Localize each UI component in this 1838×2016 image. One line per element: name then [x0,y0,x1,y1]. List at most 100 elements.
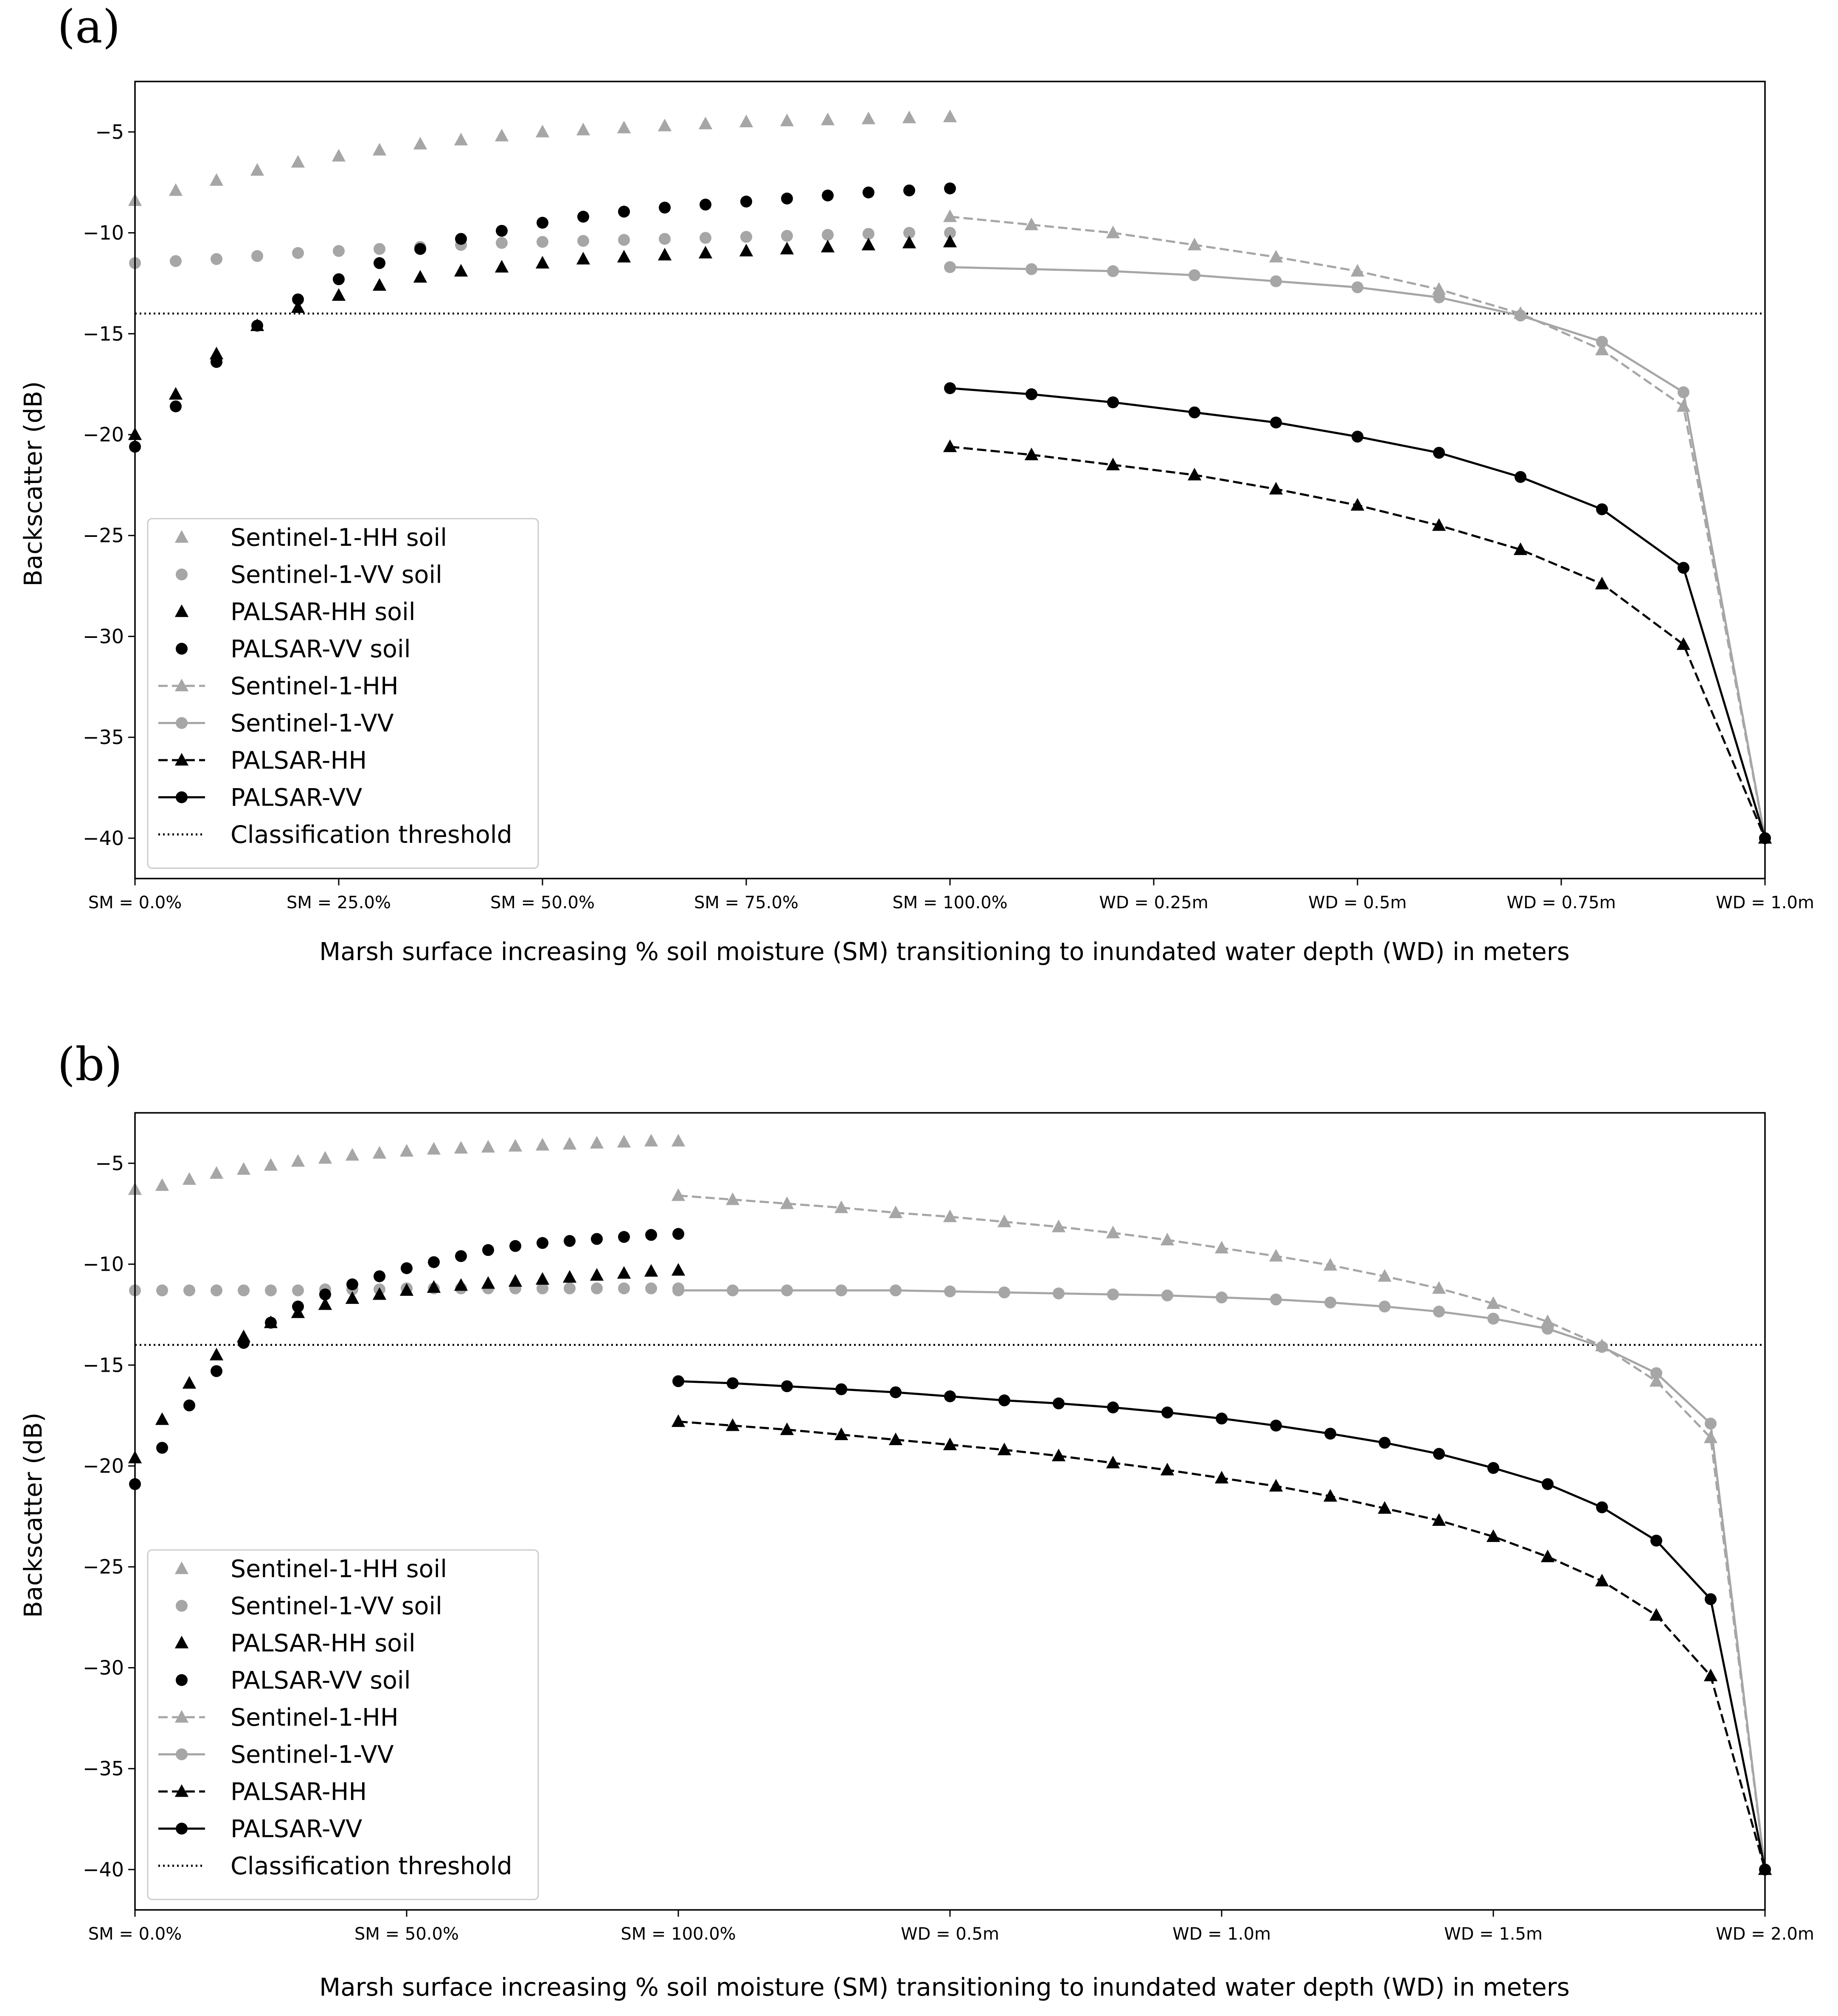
panel-b-point-s1hh [1214,1241,1229,1254]
panel-a-point-s1vv [1107,265,1119,277]
panel-b-legend-swatch-marker [176,1748,188,1760]
panel-b-point-s1vv [1596,1341,1608,1353]
panel-b-legend-label: Classification threshold [230,1852,512,1880]
panel-a-point-s1vv_soil [496,237,508,249]
panel-a-series-pvv [944,382,1771,844]
panel-a-point-s1vv [1515,309,1526,322]
panel-a-marks [128,110,1772,844]
panel-a-point-s1hh_soil [291,155,305,168]
panel-a-point-pvv [1433,446,1445,459]
panel-b-point-pvv [672,1375,684,1387]
panel-b-point-s1hh_soil [427,1142,441,1155]
panel-b-point-pvv [1324,1427,1336,1440]
panel-b-legend-swatch-marker [174,1710,189,1723]
panel-a-point-s1hh_soil [902,110,916,124]
panel-b-point-s1vv [944,1285,956,1297]
panel-a-point-pvv [1352,430,1363,443]
panel-b-point-pvv [1216,1412,1228,1425]
panel-b-point-pvv_soil [537,1237,548,1249]
panel-a-point-pvv_soil [496,225,508,237]
panel-a-x-tick-label: SM = 0.0% [88,893,182,913]
panel-a-point-s1vv_soil [863,227,874,240]
panel-b-point-pvv [1161,1407,1173,1419]
panel-a-point-phh [1024,447,1039,460]
panel-b-point-phh [1432,1513,1446,1526]
panel-a-y-tick-label: −25 [83,524,124,547]
panel-b-point-phh_soil [617,1266,631,1279]
panel-a-point-s1hh_soil [698,116,713,129]
panel-b-point-phh_soil [399,1283,414,1296]
panel-a-point-pvv [1270,416,1282,429]
panel-b-point-phh [1214,1471,1229,1484]
panel-a-x-tick-label: SM = 100.0% [892,893,1007,913]
panel-b-legend-label: PALSAR-HH soil [230,1629,416,1657]
panel-a-point-pvv_soil [618,205,630,218]
panel-b-legend-label: Sentinel-1-HH [230,1704,399,1732]
panel-b-point-s1hh [1486,1296,1501,1309]
panel-a-point-phh [1595,576,1609,590]
panel-a-x-tick-label: SM = 25.0% [287,893,391,913]
panel-b-point-phh [1160,1463,1175,1476]
panel-a-legend-swatch-marker [174,753,189,766]
panel-a-point-pvv_soil [659,202,671,214]
panel-a-x-tick-label: WD = 0.5m [1308,893,1407,913]
panel-b-point-s1vv [835,1284,847,1297]
panel-b-legend-item-phh: PALSAR-HH [158,1778,367,1806]
panel-a-point-phh_soil [454,264,468,277]
panel-a-point-s1hh_soil [943,110,957,122]
panel-b-x-tick-label: SM = 0.0% [88,1924,182,1944]
panel-b-legend-label: Sentinel-1-HH soil [230,1555,447,1583]
panel-a-point-s1hh_soil [617,121,631,134]
panel-a-x-tick-label: WD = 0.25m [1099,893,1208,913]
panel-a-point-phh_soil [943,234,957,247]
panel-a-point-s1vv_soil [659,233,671,245]
panel-b-legend-item-s1hh: Sentinel-1-HH [158,1704,399,1732]
panel-a-legend-item-s1hh: Sentinel-1-HH [158,672,399,700]
panel-b-point-s1hh_soil [508,1139,523,1152]
panel-b-point-s1hh [1703,1430,1718,1443]
panel-a-point-pvv_soil [944,182,956,194]
panel-b-point-s1hh [1106,1225,1120,1238]
panel-b-point-s1hh_soil [535,1138,550,1151]
panel-a-legend-swatch-marker [176,568,188,581]
panel-a-point-s1hh_soil [372,143,387,156]
panel-b-legend-swatch-marker [176,1674,188,1686]
panel-b-point-pvv_soil [428,1256,440,1268]
panel-b-legend-swatch-marker [174,1784,189,1797]
panel-b-point-s1hh_soil [454,1141,468,1154]
panel-a-point-s1vv [1352,281,1363,293]
panel-b-x-tick-label: SM = 50.0% [354,1924,459,1944]
panel-b-point-s1hh_soil [372,1146,387,1159]
panel-a-point-s1vv [1678,386,1689,399]
panel-a-point-s1vv_soil [781,230,793,242]
panel-a-point-phh_soil [209,346,224,359]
panel-b-point-s1hh [1432,1281,1446,1294]
panel-b-y-tick-label: −35 [83,1757,124,1780]
panel-b-point-s1hh_soil [562,1137,577,1150]
panel-b-point-phh [1649,1608,1664,1621]
panel-b-point-s1hh [1377,1269,1392,1282]
panel-b-y-tick-label: −5 [95,1152,124,1175]
panel-a-point-pvv [944,382,956,394]
panel-a-point-phh_soil [576,252,590,265]
panel-b-point-s1vv [1487,1312,1499,1325]
panel-b-point-s1hh_soil [209,1166,224,1179]
panel-a-point-pvv_soil [863,186,874,199]
panel-b-label: (b) [57,1038,122,1091]
panel-a-point-s1vv [1433,291,1445,303]
panel-a-point-s1hh_soil [495,129,509,142]
panel-b-point-phh [1540,1549,1555,1562]
panel-a-point-phh_soil [495,260,509,273]
panel-b-point-phh_soil [508,1274,523,1287]
panel-a-point-s1vv [1596,336,1608,348]
panel-b-point-pvv_soil [211,1365,222,1377]
panel-b-x-tick-label: WD = 1.0m [1172,1924,1271,1944]
panel-b-point-pvv_soil [156,1442,168,1454]
panel-a-legend-label: Classification threshold [230,821,512,849]
panel-a-point-phh_soil [291,300,305,313]
panel-b-x-axis-title: Marsh surface increasing % soil moisture… [319,1973,1570,2002]
panel-b-point-s1vv_soil [564,1282,576,1294]
panel-b-x-tick-label: WD = 0.5m [901,1924,999,1944]
panel-a-point-s1vv_soil [618,234,630,246]
panel-b-point-s1hh_soil [264,1158,278,1171]
